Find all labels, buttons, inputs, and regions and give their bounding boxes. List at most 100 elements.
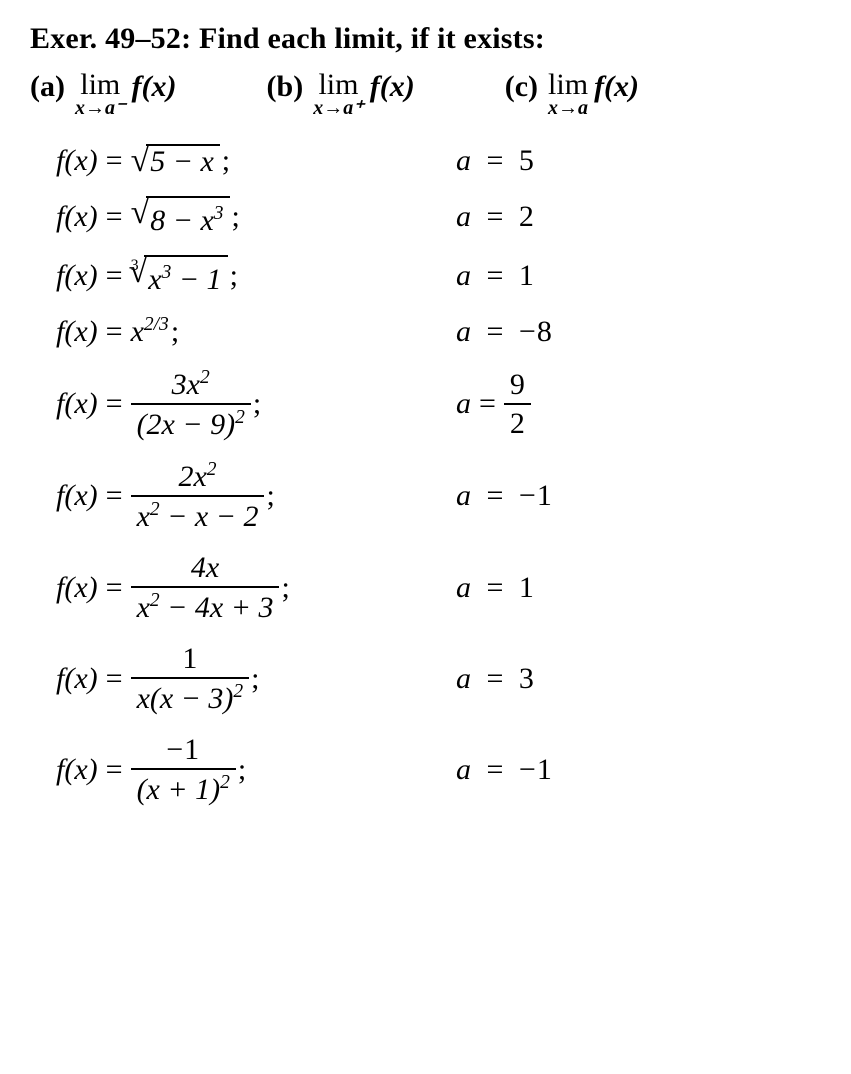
a-var: a: [456, 753, 471, 786]
a-var: a: [456, 315, 471, 348]
num-var: x: [187, 368, 200, 401]
a-num: −1: [519, 479, 553, 512]
a-var: a: [456, 479, 471, 512]
lim-sub: x→a⁻: [75, 98, 126, 118]
numerator: 1: [176, 642, 203, 677]
exercise-row: f(x) = √ 8 − x3 ; a = 2: [56, 196, 821, 237]
exercise-row: f(x) = 2x2 x2 − x − 2 ; a = −1: [56, 459, 821, 533]
fraction: 2x2 x2 − x − 2: [131, 459, 265, 533]
a-value: a = 5: [456, 144, 534, 178]
semicolon: ;: [171, 315, 179, 349]
exercise-row: f(x) = 3 √ x3 − 1 ; a = 1: [56, 255, 821, 296]
lim-text: lim: [548, 70, 588, 100]
a-value: a = 1: [456, 259, 534, 293]
equals: =: [106, 479, 123, 513]
equals: =: [487, 753, 504, 786]
fraction: 3x2 (2x − 9)2: [131, 367, 251, 441]
den-var: x: [137, 500, 150, 533]
numerator: −1: [160, 733, 206, 768]
semicolon: ;: [253, 387, 261, 421]
function-def: f(x) = 3x2 (2x − 9)2 ;: [56, 367, 456, 441]
function-def: f(x) = x2/3 ;: [56, 314, 456, 349]
fx-label: f(x): [56, 753, 98, 787]
a-var: a: [456, 387, 471, 421]
a-num: −1: [519, 753, 553, 786]
base: x: [131, 315, 144, 348]
lim-text: lim: [80, 70, 120, 100]
den-exp: 2: [235, 407, 245, 428]
power-expr: x2/3: [131, 314, 169, 349]
den-exp1: 2: [150, 499, 160, 520]
exercise-row: f(x) = 1 x(x − 3)2 ; a = 3: [56, 642, 821, 715]
fraction: 4x x2 − 4x + 3: [131, 551, 280, 624]
exercise-row: f(x) = 4x x2 − 4x + 3 ; a = 1: [56, 551, 821, 624]
function-def: f(x) = 1 x(x − 3)2 ;: [56, 642, 456, 715]
num-exp: 2: [200, 367, 210, 388]
a-num: 5: [519, 144, 534, 177]
fx-label: f(x): [56, 662, 98, 696]
equals: =: [487, 144, 504, 177]
a-var: a: [456, 144, 471, 177]
rad-base: x: [148, 263, 161, 296]
part-a: (a) lim x→a⁻ f(x): [30, 70, 177, 118]
exercise-header: Exer. 49–52: Find each limit, if it exis…: [30, 22, 821, 56]
numerator: 4x: [185, 551, 225, 586]
function-def: f(x) = 4x x2 − 4x + 3 ;: [56, 551, 456, 624]
num-var: x: [193, 460, 206, 493]
a-value: a = −1: [456, 753, 553, 787]
den-var: x: [137, 591, 150, 624]
denominator: x2 − 4x + 3: [131, 586, 280, 624]
fx-a: f(x): [132, 70, 177, 104]
den-pre: (x + 1): [137, 773, 221, 806]
fx-label: f(x): [56, 571, 98, 605]
radicand: 5 − x: [146, 144, 220, 178]
equals: =: [106, 200, 123, 234]
den-tail: − 4x + 3: [160, 591, 274, 624]
equals: =: [106, 571, 123, 605]
exponent: 3: [214, 203, 224, 224]
denominator: (2x − 9)2: [131, 403, 251, 441]
semicolon: ;: [222, 144, 230, 178]
exercise-row: f(x) = 3x2 (2x − 9)2 ; a = 9 2: [56, 367, 821, 441]
num-exp: 2: [207, 459, 217, 480]
equals: =: [487, 571, 504, 604]
radicand: x3 − 1: [144, 255, 227, 296]
semicolon: ;: [238, 753, 246, 787]
fx-b: f(x): [370, 70, 415, 104]
a-num: 2: [519, 200, 534, 233]
sqrt: √ 5 − x: [131, 144, 220, 178]
sqrt: √ 8 − x3: [131, 196, 230, 237]
equals: =: [106, 259, 123, 293]
den-exp1: 2: [150, 590, 160, 611]
cuberoot: 3 √ x3 − 1: [131, 255, 228, 296]
exponent: 3: [162, 262, 172, 283]
fx-label: f(x): [56, 315, 98, 349]
fraction: 1 x(x − 3)2: [131, 642, 250, 715]
den-pre: x(x − 3): [137, 682, 234, 715]
equals: =: [106, 662, 123, 696]
a-value: a = −8: [456, 315, 553, 349]
part-b-label: (b): [267, 70, 304, 104]
lim-sub: x→a⁺: [313, 98, 364, 118]
den-tail: − x − 2: [160, 500, 259, 533]
equals: =: [106, 315, 123, 349]
a-num: 1: [519, 259, 534, 292]
exponent: 2/3: [144, 314, 169, 335]
a-num: −8: [519, 315, 553, 348]
lim-sub: x→a: [548, 98, 588, 118]
function-def: f(x) = 3 √ x3 − 1 ;: [56, 255, 456, 296]
function-def: f(x) = 2x2 x2 − x − 2 ;: [56, 459, 456, 533]
limit-c: lim x→a: [548, 70, 588, 118]
a-num: 3: [519, 662, 534, 695]
equals: =: [487, 662, 504, 695]
part-b: (b) lim x→a⁺ f(x): [267, 70, 415, 118]
fraction: −1 (x + 1)2: [131, 733, 236, 806]
denominator: (x + 1)2: [131, 768, 236, 806]
a-fraction: 9 2: [504, 368, 531, 440]
a-num: 1: [519, 571, 534, 604]
exercise-list: f(x) = √ 5 − x ; a = 5 f(x) = √: [56, 144, 821, 806]
equals: =: [106, 144, 123, 178]
numerator: 3x2: [166, 367, 216, 403]
rad-text: 8 − x: [150, 204, 214, 237]
a-value: a = 3: [456, 662, 534, 696]
